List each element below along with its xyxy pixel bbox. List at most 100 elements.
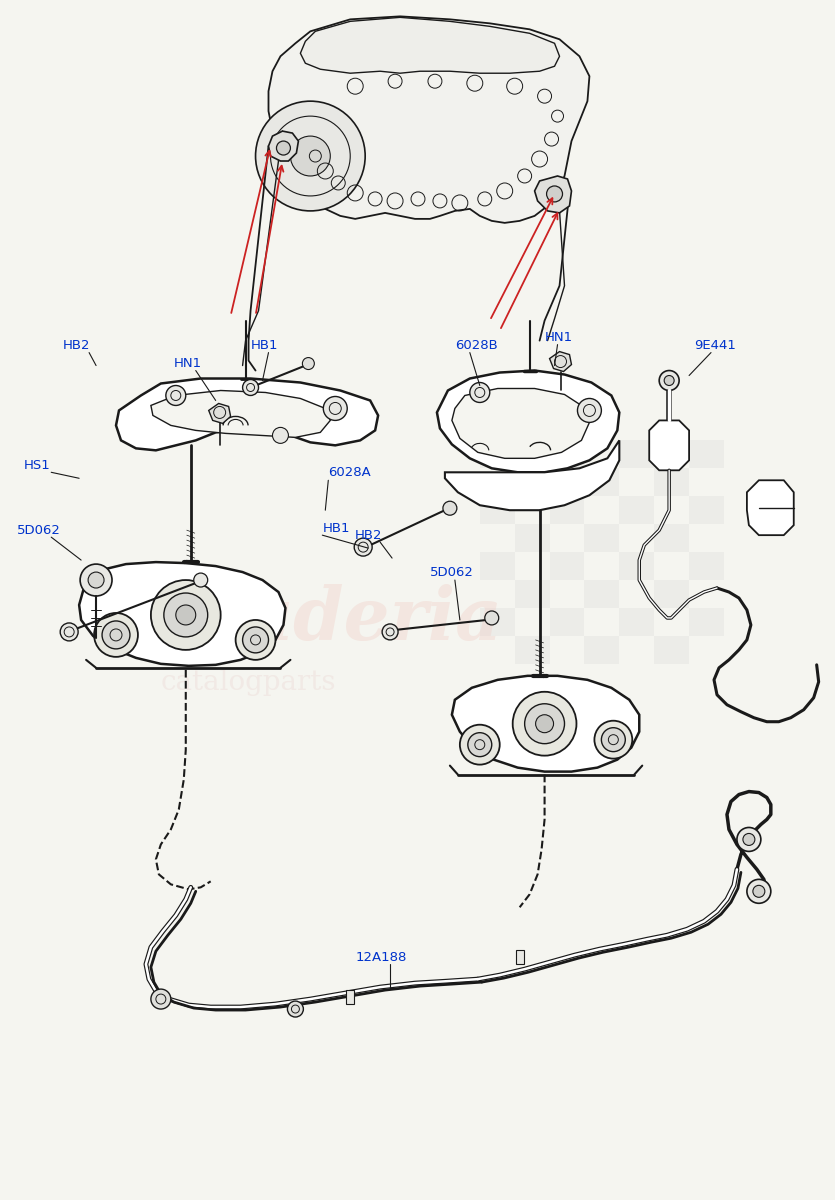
Circle shape (256, 101, 365, 211)
Circle shape (151, 580, 220, 650)
Circle shape (595, 721, 632, 758)
Text: catalogparts: catalogparts (161, 668, 337, 696)
Circle shape (60, 623, 78, 641)
Polygon shape (151, 390, 331, 437)
Bar (620, 552, 654, 580)
Circle shape (513, 691, 576, 756)
Polygon shape (534, 176, 571, 212)
Polygon shape (452, 676, 640, 772)
Bar (549, 608, 584, 636)
Bar (584, 468, 620, 497)
Circle shape (601, 727, 625, 751)
Bar (480, 497, 514, 524)
Polygon shape (209, 403, 230, 424)
Circle shape (89, 572, 104, 588)
Text: scuderia: scuderia (156, 584, 502, 655)
Circle shape (164, 593, 208, 637)
Circle shape (737, 828, 761, 852)
Polygon shape (746, 480, 794, 535)
Text: HS1: HS1 (23, 458, 50, 472)
Circle shape (743, 834, 755, 846)
Text: 6028A: 6028A (328, 466, 371, 479)
Bar (480, 608, 514, 636)
Circle shape (470, 383, 490, 402)
Bar (654, 636, 689, 664)
Polygon shape (79, 562, 286, 666)
Circle shape (151, 989, 171, 1009)
Circle shape (176, 605, 195, 625)
Circle shape (382, 624, 398, 640)
Circle shape (194, 574, 208, 587)
Circle shape (166, 385, 185, 406)
Bar (549, 440, 584, 468)
Text: 12A188: 12A188 (355, 950, 407, 964)
Circle shape (547, 186, 563, 202)
Text: 9E441: 9E441 (694, 340, 736, 352)
Circle shape (468, 733, 492, 757)
Polygon shape (116, 378, 378, 450)
Circle shape (302, 358, 314, 370)
Polygon shape (650, 420, 689, 470)
Bar (689, 497, 724, 524)
Circle shape (664, 376, 674, 385)
Text: HB1: HB1 (322, 522, 350, 535)
Circle shape (291, 136, 331, 176)
Bar (620, 608, 654, 636)
Polygon shape (452, 389, 590, 458)
Bar (689, 608, 724, 636)
Text: HB2: HB2 (355, 529, 382, 541)
Circle shape (272, 427, 288, 443)
Polygon shape (437, 371, 620, 473)
Bar (514, 524, 549, 552)
Circle shape (235, 620, 276, 660)
Bar (514, 636, 549, 664)
Bar (480, 440, 514, 468)
Bar (689, 440, 724, 468)
Circle shape (323, 396, 347, 420)
Circle shape (243, 379, 259, 396)
Circle shape (659, 371, 679, 390)
Bar (516, 950, 524, 964)
Circle shape (443, 502, 457, 515)
Bar (620, 497, 654, 524)
Bar (620, 440, 654, 468)
Circle shape (753, 886, 765, 898)
Bar (514, 580, 549, 608)
Bar (689, 552, 724, 580)
Bar (549, 497, 584, 524)
Circle shape (354, 538, 372, 556)
Text: 5D062: 5D062 (18, 523, 61, 536)
Circle shape (287, 1001, 303, 1018)
Circle shape (460, 725, 499, 764)
Circle shape (80, 564, 112, 596)
Bar (584, 580, 620, 608)
Text: HB2: HB2 (63, 340, 91, 352)
Bar (514, 468, 549, 497)
Bar (654, 524, 689, 552)
Circle shape (102, 620, 130, 649)
Circle shape (746, 880, 771, 904)
Circle shape (94, 613, 138, 656)
Bar (480, 552, 514, 580)
Polygon shape (549, 352, 571, 372)
Bar (347, 990, 354, 1004)
Circle shape (243, 626, 269, 653)
Bar (654, 468, 689, 497)
Circle shape (524, 703, 564, 744)
Polygon shape (269, 131, 298, 161)
Polygon shape (445, 440, 620, 510)
Circle shape (485, 611, 498, 625)
Bar (584, 636, 620, 664)
Text: 5D062: 5D062 (430, 565, 473, 578)
Text: HN1: HN1 (544, 331, 573, 344)
Polygon shape (301, 17, 559, 73)
Bar (549, 552, 584, 580)
Circle shape (578, 398, 601, 422)
Circle shape (535, 715, 554, 733)
Circle shape (276, 142, 291, 155)
Text: HN1: HN1 (174, 358, 202, 370)
Bar (654, 580, 689, 608)
Text: 6028B: 6028B (455, 340, 498, 352)
Text: HB1: HB1 (250, 340, 278, 352)
Bar (584, 524, 620, 552)
